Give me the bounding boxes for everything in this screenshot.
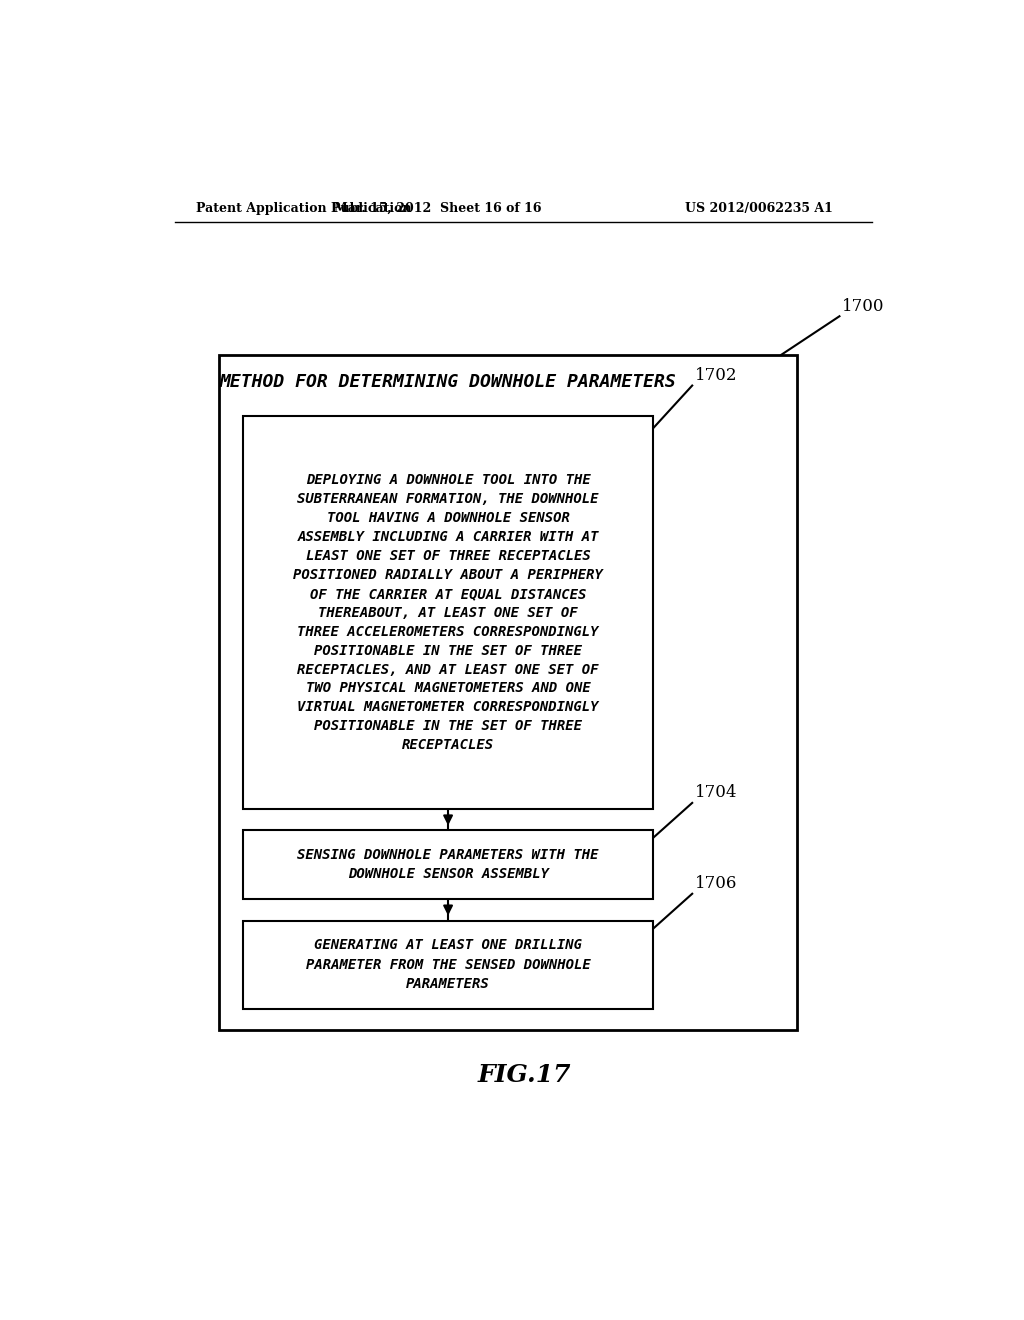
Text: Mar. 15, 2012  Sheet 16 of 16: Mar. 15, 2012 Sheet 16 of 16 <box>334 202 542 215</box>
Text: 1706: 1706 <box>694 875 737 892</box>
Bar <box>243 830 653 899</box>
Text: Patent Application Publication: Patent Application Publication <box>197 202 412 215</box>
Text: DEPLOYING A DOWNHOLE TOOL INTO THE
SUBTERRANEAN FORMATION, THE DOWNHOLE
TOOL HAV: DEPLOYING A DOWNHOLE TOOL INTO THE SUBTE… <box>293 473 603 752</box>
Text: FIG.17: FIG.17 <box>478 1063 571 1086</box>
Text: GENERATING AT LEAST ONE DRILLING
PARAMETER FROM THE SENSED DOWNHOLE
PARAMETERS: GENERATING AT LEAST ONE DRILLING PARAMET… <box>306 939 591 991</box>
Text: METHOD FOR DETERMINING DOWNHOLE PARAMETERS: METHOD FOR DETERMINING DOWNHOLE PARAMETE… <box>220 372 677 391</box>
Text: 1704: 1704 <box>694 784 737 801</box>
Text: 1700: 1700 <box>842 298 885 314</box>
Bar <box>219 355 797 1030</box>
Bar <box>243 921 653 1010</box>
Text: 1702: 1702 <box>694 367 737 384</box>
Bar <box>243 416 653 809</box>
Text: SENSING DOWNHOLE PARAMETERS WITH THE
DOWNHOLE SENSOR ASSEMBLY: SENSING DOWNHOLE PARAMETERS WITH THE DOW… <box>297 847 599 882</box>
Text: US 2012/0062235 A1: US 2012/0062235 A1 <box>685 202 834 215</box>
